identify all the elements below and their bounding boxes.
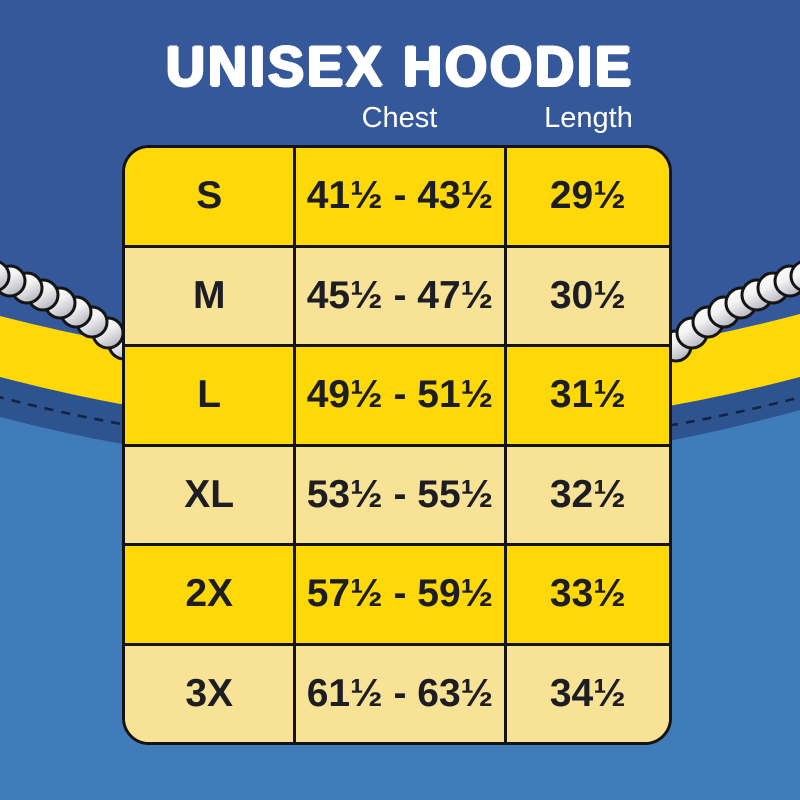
size-cell: L [125,347,297,444]
rope-segment [789,260,800,292]
size-cell: 2X [125,546,297,643]
chest-cell: 53½ - 55½ [296,446,507,543]
size-cell: 3X [125,645,297,742]
length-cell: 32½ [549,472,626,516]
rope-segment [0,260,11,292]
chest-cell: 45½ - 47½ [296,247,507,344]
table-row: L 49½ - 51½ 31½ [125,347,669,447]
chest-cell: 49½ - 51½ [296,347,507,444]
length-cell: 31½ [549,373,626,417]
chest-cell: 41½ - 43½ [296,148,507,245]
chest-cell: 61½ - 63½ [296,645,507,742]
size-cell: S [125,148,297,245]
table-row: XL 53½ - 55½ 32½ [125,446,669,546]
size-cell: M [125,247,297,344]
length-cell: 34½ [549,671,626,715]
length-cell: 29½ [549,174,626,218]
length-cell: 33½ [549,572,626,616]
size-chart-table: S 41½ - 43½ 29½ M 45½ - 47½ 30½ L 49½ - … [122,145,672,745]
table-row: 2X 57½ - 59½ 33½ [125,546,669,646]
size-cell: XL [125,446,297,543]
table-row: S 41½ - 43½ 29½ [125,148,669,248]
table-row: M 45½ - 47½ 30½ [125,247,669,347]
page-title: UNISEX HOODIE [165,35,635,99]
column-header-length: Length [544,102,633,134]
chest-cell: 57½ - 59½ [296,546,507,643]
length-cell: 30½ [549,273,626,317]
column-header-chest: Chest [361,102,438,134]
table-row: 3X 61½ - 63½ 34½ [125,645,669,742]
